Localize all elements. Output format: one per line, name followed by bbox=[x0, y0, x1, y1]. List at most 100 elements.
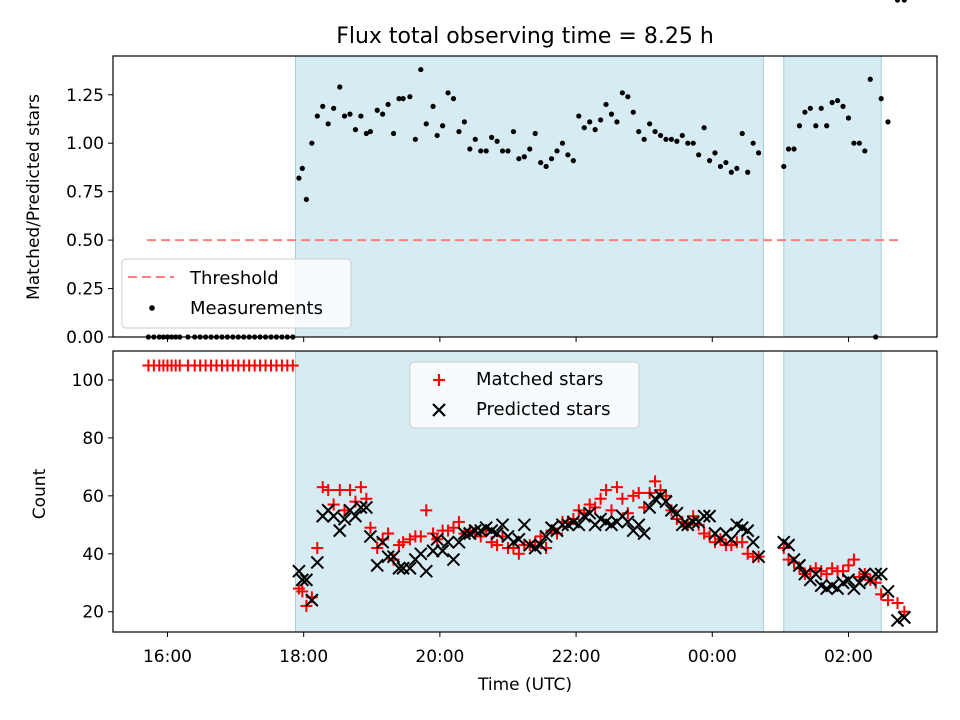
predicted-star-point bbox=[295, 573, 310, 587]
measurement-point bbox=[445, 90, 451, 96]
measurement-point bbox=[791, 146, 797, 152]
chart-title: Flux total observing time = 8.25 h bbox=[336, 24, 714, 49]
matched-star-point bbox=[311, 541, 324, 554]
measurement-point bbox=[603, 101, 609, 108]
measurement-point bbox=[483, 148, 489, 154]
matched-star-point bbox=[725, 539, 738, 552]
measurement-point bbox=[505, 148, 511, 154]
observing-interval bbox=[783, 55, 882, 338]
measurement-point bbox=[657, 132, 664, 139]
y-tick-label: 80 bbox=[82, 429, 104, 449]
matched-star-point bbox=[491, 539, 504, 552]
matched-star-point bbox=[741, 547, 754, 560]
bottom-y-axis-label: Count bbox=[30, 468, 50, 519]
matched-star-point bbox=[496, 530, 509, 543]
measurement-point bbox=[829, 99, 835, 106]
measurement-point bbox=[521, 154, 527, 160]
measurement-point bbox=[478, 148, 484, 154]
y-tick-label: 40 bbox=[82, 545, 104, 565]
predicted-star-point bbox=[642, 500, 657, 515]
measurement-point bbox=[337, 84, 343, 90]
measurement-point bbox=[796, 123, 803, 129]
y-tick-label: 0.00 bbox=[66, 328, 104, 348]
matched-star-point bbox=[898, 605, 911, 618]
predicted-star-point bbox=[403, 561, 417, 575]
predicted-star-point bbox=[539, 529, 553, 544]
matched-star-point bbox=[322, 484, 335, 497]
measurement-point bbox=[559, 140, 566, 146]
y-tick-label: 0.75 bbox=[66, 183, 104, 203]
measurement-point bbox=[358, 113, 364, 119]
measurement-point bbox=[347, 111, 353, 117]
measurement-point bbox=[652, 128, 658, 135]
x-axis-label: Time (UTC) bbox=[477, 675, 572, 695]
measurement-point bbox=[696, 152, 702, 158]
matched-star-point bbox=[891, 597, 904, 610]
predicted-star-point bbox=[621, 515, 635, 529]
measurement-point bbox=[785, 146, 792, 152]
measurement-point bbox=[367, 128, 374, 135]
matched-star-point bbox=[605, 504, 618, 517]
matched-star-point bbox=[296, 585, 309, 598]
measurement-point bbox=[885, 119, 891, 125]
measurement-point bbox=[434, 132, 440, 139]
measurement-point bbox=[418, 66, 424, 73]
matched-star-point bbox=[632, 486, 645, 499]
measurement-point bbox=[818, 105, 824, 111]
matched-star-point bbox=[853, 570, 866, 583]
legend-measurements-swatch bbox=[149, 305, 155, 311]
top-legend: Threshold Measurements bbox=[121, 258, 352, 329]
legend-threshold-label: Threshold bbox=[189, 268, 279, 289]
matched-star-point bbox=[354, 481, 367, 494]
predicted-star-point bbox=[792, 558, 807, 573]
top-legend-box bbox=[121, 258, 352, 329]
measurement-point bbox=[723, 159, 729, 166]
measurement-point bbox=[380, 111, 386, 117]
matched-star-point bbox=[627, 489, 640, 502]
matched-star-point bbox=[343, 484, 356, 497]
x-tick-label: 20:00 bbox=[415, 647, 464, 667]
measurement-point bbox=[581, 125, 587, 131]
matched-star-point bbox=[333, 484, 346, 497]
measurement-point bbox=[717, 163, 724, 170]
measurement-point bbox=[390, 130, 397, 137]
matched-star-point bbox=[815, 565, 828, 578]
x-tick-label: 02:00 bbox=[824, 647, 873, 667]
measurement-point bbox=[303, 196, 310, 203]
measurement-point bbox=[745, 169, 751, 175]
predicted-star-point bbox=[490, 526, 504, 541]
predicted-star-point bbox=[441, 535, 455, 549]
matched-star-point bbox=[610, 481, 623, 494]
legend-matched-label: Matched stars bbox=[476, 369, 603, 390]
measurement-point bbox=[385, 101, 391, 108]
measurement-point bbox=[325, 121, 331, 127]
matched-star-point bbox=[529, 536, 542, 549]
matched-star-point bbox=[881, 594, 894, 607]
predicted-star-point bbox=[659, 494, 673, 509]
matched-star-point bbox=[414, 530, 427, 543]
measurement-point bbox=[813, 123, 819, 129]
matched-star-point bbox=[649, 475, 662, 488]
predicted-star-point bbox=[555, 518, 570, 532]
matched-star-point bbox=[364, 521, 377, 534]
matched-star-point bbox=[338, 504, 351, 517]
x-tick-label: 00:00 bbox=[688, 647, 737, 667]
y-tick-label: 0.25 bbox=[66, 280, 104, 300]
measurement-point bbox=[320, 103, 326, 109]
predicted-star-point bbox=[337, 512, 352, 526]
measurement-point bbox=[712, 150, 718, 156]
predicted-star-point bbox=[363, 529, 378, 544]
predicted-star-point bbox=[751, 549, 766, 564]
measurement-point bbox=[734, 165, 740, 171]
predicted-star-point bbox=[890, 613, 905, 628]
predicted-star-point bbox=[632, 518, 646, 532]
bottom-legend-box bbox=[409, 361, 640, 429]
y-tick-label: 1.00 bbox=[66, 134, 104, 154]
top-x-axis-ticks bbox=[166, 337, 849, 342]
bottom-x-axis-ticks: 16:00 18:00 20:00 22:00 00:00 02:00 bbox=[143, 632, 873, 667]
predicted-star-point bbox=[512, 532, 526, 547]
predicted-star-point bbox=[724, 532, 739, 547]
matched-star-point bbox=[804, 565, 817, 578]
measurement-point bbox=[299, 165, 305, 171]
